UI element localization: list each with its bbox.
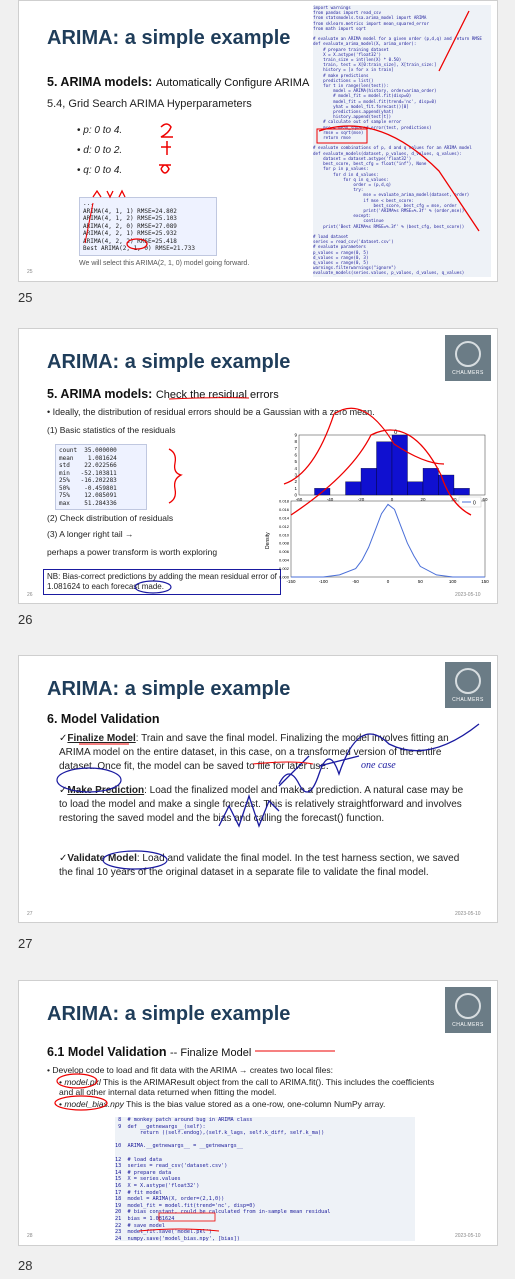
hist-y-tick: 2 [294, 479, 297, 484]
slide-title: ARIMA: a simple example [47, 678, 291, 700]
kde-frame [290, 500, 486, 578]
ink-annotations [134, 397, 472, 594]
finalize-model-item: ✓Finalize Model: Train and save the fina… [59, 733, 449, 772]
item-4: perhaps a power transform is worth explo… [47, 547, 218, 557]
kde-y-tick: 0.012 [279, 524, 290, 529]
hist-y-tick: 4 [294, 466, 297, 471]
ink-annotations [54, 1050, 335, 1232]
slide-28[interactable]: ARIMA: a simple example CHALMERS 6.1 Mod… [18, 980, 498, 1246]
kde-x-tick: 50 [418, 579, 424, 584]
hist-y-tick: 8 [294, 439, 297, 444]
nb-box: NB: Bias-correct predictions by adding t… [43, 569, 281, 595]
kde-y-tick: 0.008 [279, 541, 290, 546]
hist-y-tick: 1 [294, 486, 297, 491]
page-number: 26 [27, 592, 33, 598]
kde-legend-label: 0 [473, 501, 476, 507]
model-pkl-item: • model.pkl This is the ARIMAResult obje… [59, 1077, 435, 1097]
kde-x-tick: 100 [449, 579, 457, 584]
hist-y-tick: 7 [294, 446, 297, 451]
kde-ylabel: Density [265, 532, 271, 549]
grid-search-output: ... ARIMA(4, 1, 1) RMSE=24.802 ARIMA(4, 1,… [79, 197, 217, 256]
slide-number: 27 [18, 936, 33, 951]
slide-date: 2023-05-10 [455, 911, 481, 917]
residual-density-plot: -150 -100 -50 0 50 100 150 0.000 0.002 0.004 0.006… [265, 496, 489, 584]
crest-icon [455, 667, 481, 694]
bullet-q: • q: 0 to 4. [77, 165, 123, 176]
kde-x-tick: -100 [319, 579, 329, 584]
page-number: 28 [27, 1233, 33, 1239]
code-listing: import warnings from pandas import read_… [313, 5, 491, 277]
hist-title: 0 [394, 430, 398, 436]
bullet-p: • p: 0 to 4. [77, 125, 123, 136]
item-2: (2) Check distribution of residuals [47, 513, 174, 523]
kde-y-tick: 0.016 [279, 507, 290, 512]
slide-title: ARIMA: a simple example [47, 351, 291, 373]
kde-y-tick: 0.000 [279, 575, 290, 580]
hist-x-tick: 60 [482, 497, 488, 502]
kde-y-tick: 0.010 [279, 532, 290, 537]
slide-subtitle: 6. Model Validation [47, 712, 160, 726]
kde-x-tick: 0 [387, 579, 390, 584]
hist-bar [453, 488, 470, 496]
bullet-d: • d: 0 to 2. [77, 145, 123, 156]
kde-y-tick: 0.018 [279, 499, 290, 504]
slide-caption: We will select this ARIMA(2, 1, 0) model… [79, 260, 250, 267]
kde-y-tick: 0.014 [279, 515, 290, 520]
chalmers-logo: CHALMERS [445, 987, 491, 1033]
crest-icon [455, 340, 481, 367]
slide-number: 28 [18, 1258, 33, 1273]
hist-x-tick: 40 [451, 497, 457, 502]
slide-27[interactable]: ARIMA: a simple example CHALMERS 6. Mode… [18, 655, 498, 923]
crest-icon [455, 992, 481, 1019]
residual-stats: count 35.000000 mean 1.081624 std 22.02256… [55, 444, 147, 510]
kde-line [291, 503, 485, 578]
slide-number: 26 [18, 612, 33, 627]
hist-x-tick: 20 [420, 497, 426, 502]
validate-model-item: ✓Validate Model: Load and validate the f… [59, 853, 460, 878]
item-3: (3) A longer right tail → [47, 529, 134, 539]
slide-25[interactable]: ARIMA: a simple example 5. ARIMA models:… [18, 0, 498, 282]
kde-y-tick: 0.004 [279, 558, 290, 563]
page-number: 25 [27, 269, 33, 275]
slide-line: • Develop code to load and fit data with… [47, 1065, 333, 1075]
slide-title: ARIMA: a simple example [47, 1003, 291, 1025]
hist-x-tick: -20 [358, 497, 365, 502]
slide-title: ARIMA: a simple example [47, 27, 291, 49]
slide-date: 2023-05-10 [455, 1233, 481, 1239]
kde-y-tick: 0.006 [279, 549, 290, 554]
slide-line: 5.4, Grid Search ARIMA Hyperparameters [47, 98, 252, 110]
kde-x-tick: -150 [286, 579, 296, 584]
page-number: 27 [27, 911, 33, 917]
slide-line: • Ideally, the distribution of residual … [47, 407, 375, 417]
chalmers-logo: CHALMERS [445, 662, 491, 708]
kde-x-tick: 150 [481, 579, 489, 584]
slide-subtitle: 6.1 Model Validation -- Finalize Model [47, 1045, 252, 1059]
hist-x-tick: -40 [327, 497, 334, 502]
slide-number: 25 [18, 290, 33, 305]
residual-histogram: -60 -40 -20 0 20 40 60 0 1 23 4 56 7 89 0 [294, 430, 488, 502]
kde-x-tick: -50 [352, 579, 359, 584]
hist-y-tick: 3 [294, 473, 297, 478]
slide-26[interactable]: ARIMA: a simple example CHALMERS 5. ARIM… [18, 328, 498, 604]
hist-y-tick: 9 [294, 433, 297, 438]
chalmers-logo: CHALMERS [445, 335, 491, 381]
item-1: (1) Basic statistics of the residuals [47, 425, 176, 435]
hist-y-tick: 5 [294, 459, 297, 464]
slide-subtitle: 5. ARIMA models: Automatically Configure… [47, 75, 310, 89]
code-listing: 8 # monkey patch around bug in ARIMA cla… [115, 1117, 415, 1242]
kde-y-tick: 0.002 [279, 566, 290, 571]
hist-y-tick: 0 [294, 493, 297, 498]
hist-x-tick: -60 [296, 497, 303, 502]
slide-date: 2023-05-10 [455, 592, 481, 598]
hist-y-tick: 6 [294, 453, 297, 458]
ink-annotations [84, 10, 480, 250]
model-bias-item: • model_bias.npy This is the bias value … [59, 1099, 386, 1109]
hist-x-tick: 0 [391, 497, 394, 502]
ink-annotations: one case [56, 723, 480, 870]
handwritten-note: one case [361, 760, 396, 771]
